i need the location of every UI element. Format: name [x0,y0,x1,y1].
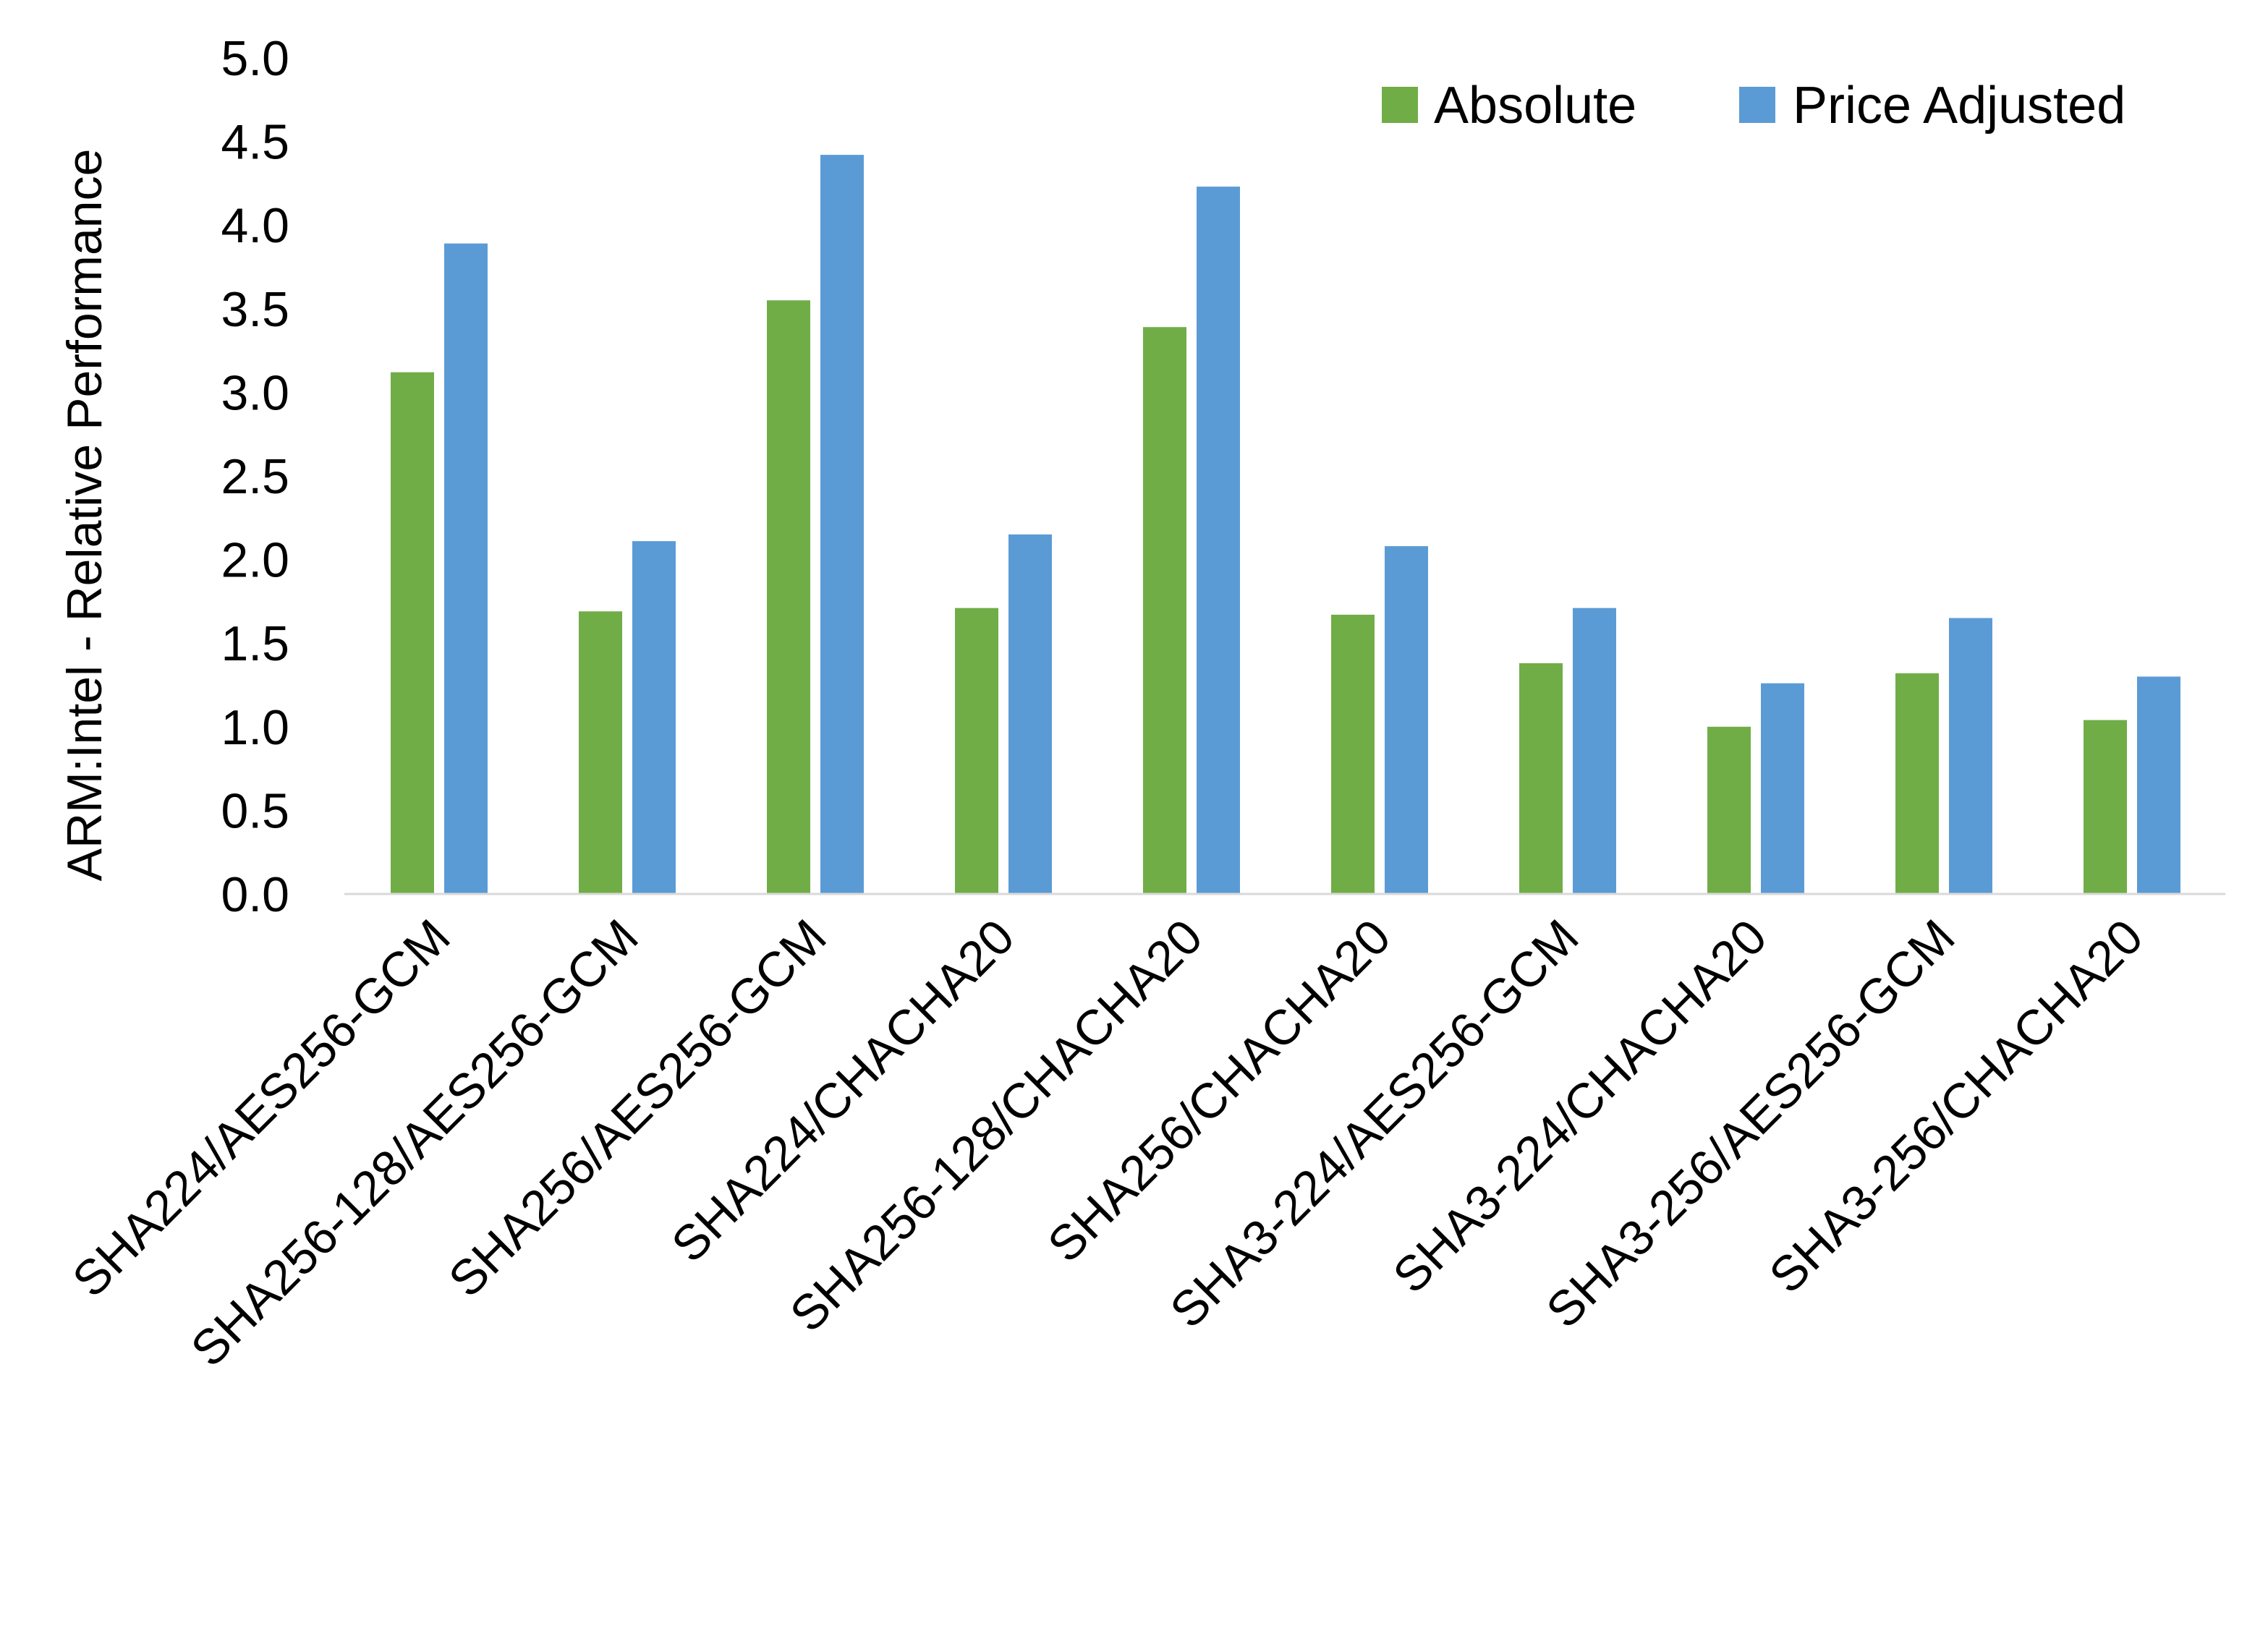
x-tick-label: SHA256/AES256-GCM [438,909,837,1308]
bar-price-adjusted [1761,683,1804,894]
bar-price-adjusted [1573,608,1616,894]
bar-absolute [767,300,810,894]
bar-absolute [579,611,622,894]
y-tick-label: 1.5 [221,616,289,671]
x-tick-label: SHA256/CHACHA20 [1037,909,1401,1273]
bar-absolute [955,608,998,894]
y-tick-label: 3.0 [221,365,289,420]
y-tick-label: 1.0 [221,700,289,755]
bar-price-adjusted [820,155,864,894]
x-tick-label: SHA3-256/CHACHA20 [1759,909,2153,1303]
bar-absolute [1331,614,1375,894]
legend-swatch-price-adjusted [1739,87,1775,123]
bar-absolute [2084,720,2127,894]
bar-price-adjusted [444,243,488,895]
bar-absolute [1895,673,1939,894]
legend: Absolute Price Adjusted [1382,77,2125,135]
bar-price-adjusted [1385,546,1428,894]
y-axis-ticks: 0.0 0.5 1.0 1.5 2.0 2.5 3.0 3.5 4.0 4.5 5.0 [221,31,289,922]
y-tick-label: 0.0 [221,867,289,922]
bar-absolute [1519,663,1563,894]
bar-price-adjusted [632,541,676,894]
y-tick-label: 2.5 [221,449,289,504]
bar-absolute [1143,327,1186,894]
bar-price-adjusted [2137,676,2180,894]
y-tick-label: 0.5 [221,783,289,838]
bar-price-adjusted [1197,187,1240,894]
legend-label-absolute: Absolute [1434,77,1636,135]
bar-absolute [391,372,434,894]
y-axis-label: ARM:Intel - Relative Performance [57,149,112,882]
x-tick-label: SHA224/CHACHA20 [661,909,1025,1273]
y-tick-label: 5.0 [221,31,289,86]
y-tick-label: 4.0 [221,198,289,253]
y-tick-label: 3.5 [221,282,289,337]
x-axis-labels: SHA224/AES256-GCMSHA256-128/AES256-GCMSH… [62,909,2154,1377]
legend-label-price-adjusted: Price Adjusted [1793,77,2125,135]
bar-price-adjusted [1008,534,1052,894]
bar-price-adjusted [1949,618,1992,894]
bar-absolute [1707,726,1751,894]
y-tick-label: 4.5 [221,115,289,170]
bars [391,155,2180,895]
x-tick-label: SHA224/AES256-GCM [62,909,461,1308]
y-tick-label: 2.0 [221,533,289,588]
x-tick-label: SHA3-224/CHACHA20 [1383,909,1777,1303]
legend-swatch-absolute [1382,87,1418,123]
